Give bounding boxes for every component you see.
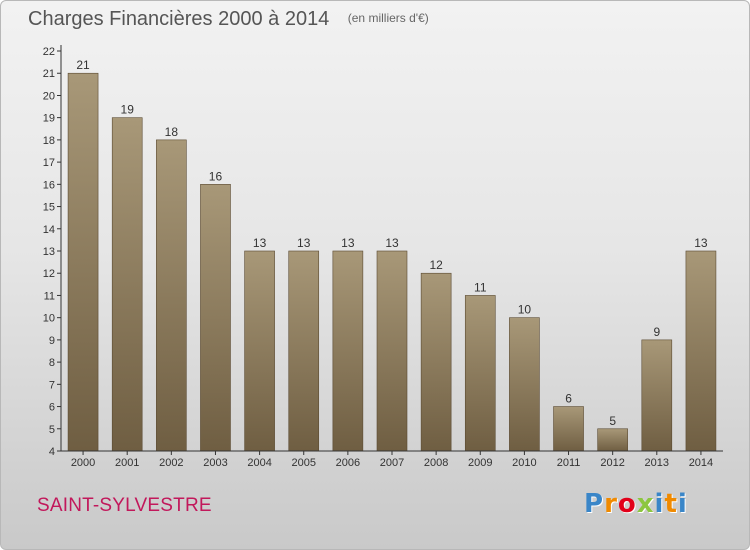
- y-tick-label: 4: [49, 446, 55, 458]
- x-tick-label-2014: 2014: [689, 457, 713, 469]
- x-tick-label-2002: 2002: [159, 457, 183, 469]
- value-label-2000: 21: [76, 58, 90, 72]
- x-tick-label-2009: 2009: [468, 457, 492, 469]
- bar-2005: [288, 250, 320, 452]
- value-label-2005: 13: [297, 236, 311, 250]
- y-tick-label: 21: [43, 68, 55, 80]
- y-axis: 4 5 6 7 8 9 10 11 12 13 14 15 16 17 18 19 20 21 22: [43, 45, 62, 458]
- x-tick-label-2011: 2011: [557, 457, 581, 469]
- y-tick-label: 9: [49, 335, 55, 347]
- x-tick-label-2013: 2013: [645, 457, 669, 469]
- bar-2001: [111, 117, 143, 452]
- x-tick-label-2010: 2010: [512, 457, 536, 469]
- bar-2007: [376, 250, 408, 452]
- value-label-2002: 18: [165, 125, 179, 139]
- y-tick-label: 20: [43, 90, 55, 102]
- y-tick-label: 17: [43, 157, 55, 169]
- x-tick-label-2007: 2007: [380, 457, 404, 469]
- y-tick-label: 12: [43, 268, 55, 280]
- bar-2006: [332, 250, 364, 452]
- bar-2014: [685, 250, 717, 452]
- x-tick-label-2001: 2001: [115, 457, 139, 469]
- bar-2000: [67, 72, 99, 452]
- x-tick-label-2005: 2005: [291, 457, 315, 469]
- value-label-2011: 6: [565, 392, 572, 406]
- x-axis: 2000 2001 2002 2003 2004 2005 2006 2007 2008 2009…: [61, 450, 723, 469]
- y-tick-label: 19: [43, 113, 55, 125]
- value-label-2009: 11: [474, 280, 487, 294]
- proxiti-logo[interactable]: Proxiti: [584, 489, 688, 519]
- value-label-2006: 13: [341, 236, 355, 250]
- y-tick-label: 11: [44, 290, 55, 302]
- y-tick-label: 8: [49, 357, 55, 369]
- y-tick-label: 16: [43, 179, 55, 191]
- bar-2012: [597, 428, 628, 452]
- y-tick-label: 15: [43, 202, 55, 214]
- y-tick-label: 13: [43, 246, 55, 258]
- x-tick-label-2003: 2003: [203, 457, 227, 469]
- value-label-2001: 19: [121, 103, 135, 117]
- bar-2011: [553, 406, 584, 452]
- value-label-2004: 13: [253, 236, 267, 250]
- value-label-2010: 10: [518, 303, 532, 317]
- bar-2008: [420, 272, 452, 452]
- bars-group: [67, 72, 717, 452]
- x-tick-label-2004: 2004: [247, 457, 271, 469]
- y-tick-label: 14: [43, 224, 55, 236]
- bar-2003: [200, 184, 231, 452]
- bar-2009: [464, 295, 496, 452]
- y-tick-label: 7: [49, 379, 55, 391]
- value-label-2007: 13: [385, 236, 399, 250]
- x-tick-label-2008: 2008: [424, 457, 448, 469]
- bar-2004: [244, 250, 275, 452]
- value-label-2013: 9: [653, 325, 660, 339]
- value-labels-group: 21 19 18 16 13 13 13 13 12 11 10 6 5 9 13: [76, 58, 708, 428]
- y-tick-label: 18: [43, 135, 55, 147]
- value-label-2014: 13: [694, 236, 708, 250]
- value-label-2012: 5: [609, 414, 616, 428]
- bar-2002: [156, 139, 187, 452]
- y-tick-label: 6: [49, 402, 55, 414]
- chart-subtitle: (en milliers d'€): [347, 11, 429, 25]
- y-tick-label: 10: [43, 313, 55, 325]
- y-tick-label: 22: [43, 46, 55, 58]
- value-label-2003: 16: [209, 169, 223, 183]
- bar-2013: [641, 339, 673, 452]
- bar-2010: [509, 317, 540, 452]
- x-tick-label-2006: 2006: [336, 457, 360, 469]
- y-tick-label: 5: [49, 424, 55, 436]
- commune-name: SAINT-SYLVESTRE: [37, 495, 212, 516]
- chart-title: Charges Financières 2000 à 2014: [28, 8, 330, 30]
- value-label-2008: 12: [429, 258, 443, 272]
- x-tick-label-2012: 2012: [600, 457, 624, 469]
- x-tick-label-2000: 2000: [71, 457, 95, 469]
- title-row: Charges Financières 2000 à 2014 (en mill…: [28, 8, 429, 31]
